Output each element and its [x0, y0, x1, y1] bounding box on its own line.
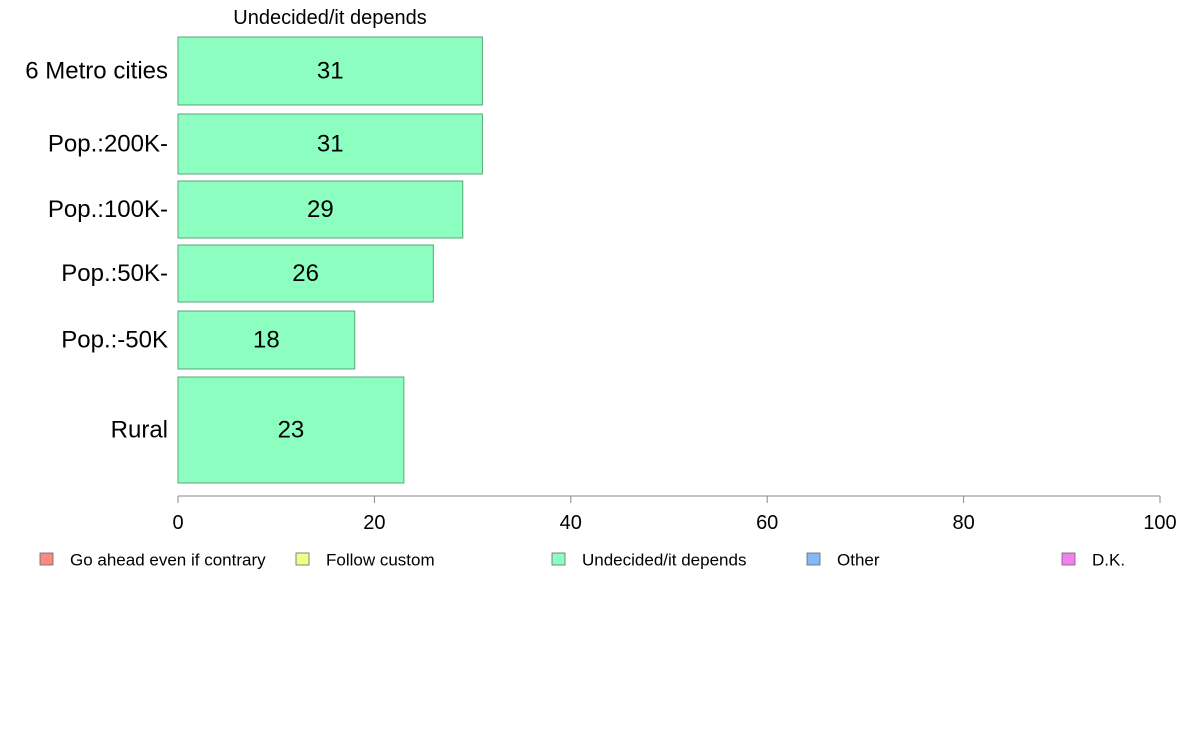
- legend-item: Follow custom: [295, 551, 435, 570]
- legend-swatch: [1061, 552, 1076, 566]
- value-label: 23: [278, 417, 305, 444]
- bar: [177, 36, 483, 106]
- bar: [177, 244, 434, 303]
- legend-item: Other: [806, 551, 880, 570]
- legend-label: Go ahead even if contrary: [70, 551, 266, 570]
- legend-swatch: [39, 552, 54, 566]
- category-label: Rural: [111, 417, 168, 444]
- x-tick-label: 80: [952, 512, 974, 534]
- legend: Go ahead even if contrary Follow custom Un…: [39, 551, 1125, 570]
- legend-swatch: [551, 552, 566, 566]
- category-label: Pop.:100K-: [48, 196, 168, 223]
- x-tick-label: 0: [172, 512, 183, 534]
- category-label: Pop.:200K-: [48, 131, 168, 158]
- x-tick-label: 100: [1143, 512, 1176, 534]
- legend-item: D.K.: [1061, 551, 1125, 570]
- legend-label: Follow custom: [326, 551, 435, 570]
- bar: [177, 376, 405, 484]
- legend-label: D.K.: [1092, 551, 1125, 570]
- legend-item: Go ahead even if contrary: [39, 551, 266, 570]
- x-tick-label: 60: [756, 512, 778, 534]
- bar: [177, 180, 464, 239]
- bars-group: 6 Metro cities 31 Pop.:200K- 31 Pop.:100K- 29…: [25, 36, 483, 484]
- chart-title: Undecided/it depends: [233, 7, 426, 29]
- legend-swatch: [806, 552, 821, 566]
- value-label: 18: [253, 327, 280, 354]
- value-label: 31: [317, 131, 344, 158]
- bar: [177, 113, 483, 175]
- category-label: Pop.:50K-: [61, 260, 168, 287]
- x-tick-label: 40: [560, 512, 582, 534]
- legend-swatch: [295, 552, 310, 566]
- x-axis: 0 20 40 60 80 100: [172, 495, 1177, 534]
- category-label: Pop.:-50K: [61, 327, 168, 354]
- legend-label: Undecided/it depends: [582, 551, 746, 570]
- bar: [177, 310, 356, 370]
- category-label: 6 Metro cities: [25, 58, 168, 85]
- legend-label: Other: [837, 551, 880, 570]
- value-label: 31: [317, 58, 344, 85]
- value-label: 29: [307, 196, 334, 223]
- x-tick-label: 20: [363, 512, 385, 534]
- value-label: 26: [292, 260, 319, 287]
- legend-item: Undecided/it depends: [551, 551, 746, 570]
